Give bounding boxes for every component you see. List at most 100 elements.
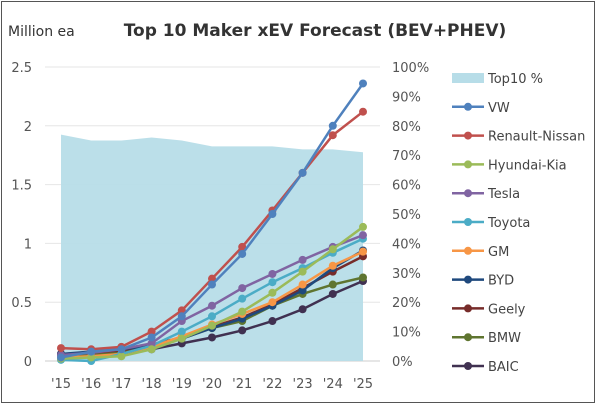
- data-point-vw: [298, 168, 307, 177]
- data-point-tesla: [147, 339, 156, 348]
- data-point-baic: [208, 333, 216, 342]
- legend-label: Tesla: [487, 187, 520, 202]
- data-point-toyota: [177, 327, 186, 336]
- y2-tick-label: 100%: [392, 61, 429, 76]
- legend-marker: [464, 131, 472, 140]
- y2-tick-label: 60%: [392, 179, 421, 194]
- data-point-byd: [298, 286, 307, 295]
- y-tick-label: 2: [24, 120, 32, 135]
- data-point-baic: [268, 317, 277, 326]
- data-point-vw: [177, 312, 186, 321]
- x-tick-label: '18: [142, 377, 162, 392]
- data-point-vw: [238, 249, 247, 258]
- x-tick-label: '20: [202, 377, 222, 392]
- legend-label: BAIC: [488, 360, 519, 375]
- y-tick-label: 0.5: [11, 296, 32, 311]
- data-point-tesla: [298, 255, 307, 264]
- x-tick-label: '23: [293, 377, 313, 392]
- data-point-bmw: [359, 273, 367, 282]
- data-point-hyundai-kia: [298, 267, 307, 276]
- y-tick-label: 1.5: [11, 179, 32, 194]
- x-tick-label: '17: [111, 377, 131, 392]
- x-tick-label: '16: [81, 377, 101, 392]
- legend-marker: [464, 160, 472, 169]
- legend-marker: [464, 275, 472, 284]
- data-point-hyundai-kia: [208, 321, 216, 330]
- x-tick-label: '15: [51, 377, 71, 392]
- y-tick-label: 1: [24, 237, 32, 252]
- y2-tick-label: 30%: [392, 267, 421, 282]
- data-point-hyundai-kia: [359, 222, 367, 231]
- legend-label: BMW: [488, 331, 521, 346]
- x-tick-label: '25: [353, 377, 373, 392]
- chart-title: Top 10 Maker xEV Forecast (BEV+PHEV): [124, 21, 507, 41]
- data-point-tesla: [359, 231, 367, 240]
- y2-tick-label: 90%: [392, 90, 421, 105]
- legend-marker: [464, 333, 472, 342]
- data-point-toyota: [238, 294, 247, 303]
- legend-marker: [464, 218, 472, 226]
- legend-label: Top10 %: [487, 72, 543, 87]
- data-point-hyundai-kia: [87, 353, 96, 362]
- legend-marker: [464, 102, 472, 111]
- y2-tick-label: 50%: [392, 208, 421, 223]
- x-tick-label: '19: [172, 377, 192, 392]
- legend-label: Hyundai-Kia: [488, 158, 567, 173]
- y-tick-label: 2.5: [11, 61, 32, 76]
- y2-tick-label: 70%: [392, 149, 421, 164]
- y-axis-label: Million ea: [8, 24, 75, 40]
- data-point-vw: [87, 347, 96, 356]
- data-point-baic: [238, 326, 247, 335]
- y2-tick-label: 40%: [392, 237, 421, 252]
- data-point-vw: [117, 345, 126, 354]
- legend-marker: [464, 189, 472, 198]
- legend-marker: [464, 246, 472, 255]
- data-point-vw: [328, 121, 337, 130]
- data-point-renault-nissan: [208, 274, 216, 283]
- data-point-baic: [298, 305, 307, 314]
- data-point-vw: [359, 79, 367, 88]
- data-point-renault-nissan: [147, 327, 156, 336]
- data-point-gm: [328, 261, 337, 270]
- legend-marker: [464, 304, 472, 313]
- data-point-renault-nissan: [238, 242, 247, 251]
- data-point-gm: [359, 247, 367, 256]
- legend-label: Geely: [488, 302, 526, 317]
- y2-tick-label: 10%: [392, 326, 421, 341]
- legend-marker: [464, 362, 472, 370]
- data-point-vw: [268, 210, 277, 218]
- legend-label: VW: [488, 101, 510, 116]
- data-point-hyundai-kia: [328, 245, 337, 254]
- data-point-vw: [147, 333, 156, 342]
- data-point-vw: [57, 353, 65, 362]
- data-point-hyundai-kia: [268, 288, 277, 297]
- data-point-toyota: [268, 278, 277, 287]
- data-point-toyota: [208, 312, 216, 321]
- data-point-gm: [298, 280, 307, 289]
- data-point-vw: [208, 280, 216, 289]
- data-point-hyundai-kia: [177, 334, 186, 343]
- data-point-gm: [268, 298, 277, 307]
- y-tick-label: 0: [24, 355, 32, 370]
- legend-label: GM: [488, 245, 509, 260]
- data-point-tesla: [208, 301, 216, 310]
- data-point-tesla: [238, 284, 247, 293]
- legend-label: Renault-Nissan: [488, 130, 585, 145]
- x-tick-label: '24: [323, 377, 343, 392]
- data-point-hyundai-kia: [147, 345, 156, 354]
- data-point-baic: [328, 289, 337, 298]
- data-point-tesla: [268, 269, 277, 278]
- data-point-renault-nissan: [57, 344, 65, 353]
- y2-tick-label: 0%: [392, 355, 413, 370]
- legend-swatch-top10: [452, 73, 484, 83]
- legend-label: BYD: [488, 274, 514, 289]
- data-point-renault-nissan: [359, 107, 367, 116]
- y2-tick-label: 20%: [392, 296, 421, 311]
- data-point-bmw: [328, 280, 337, 289]
- x-tick-label: '21: [232, 377, 252, 392]
- y2-tick-label: 80%: [392, 120, 421, 135]
- data-point-hyundai-kia: [117, 352, 126, 361]
